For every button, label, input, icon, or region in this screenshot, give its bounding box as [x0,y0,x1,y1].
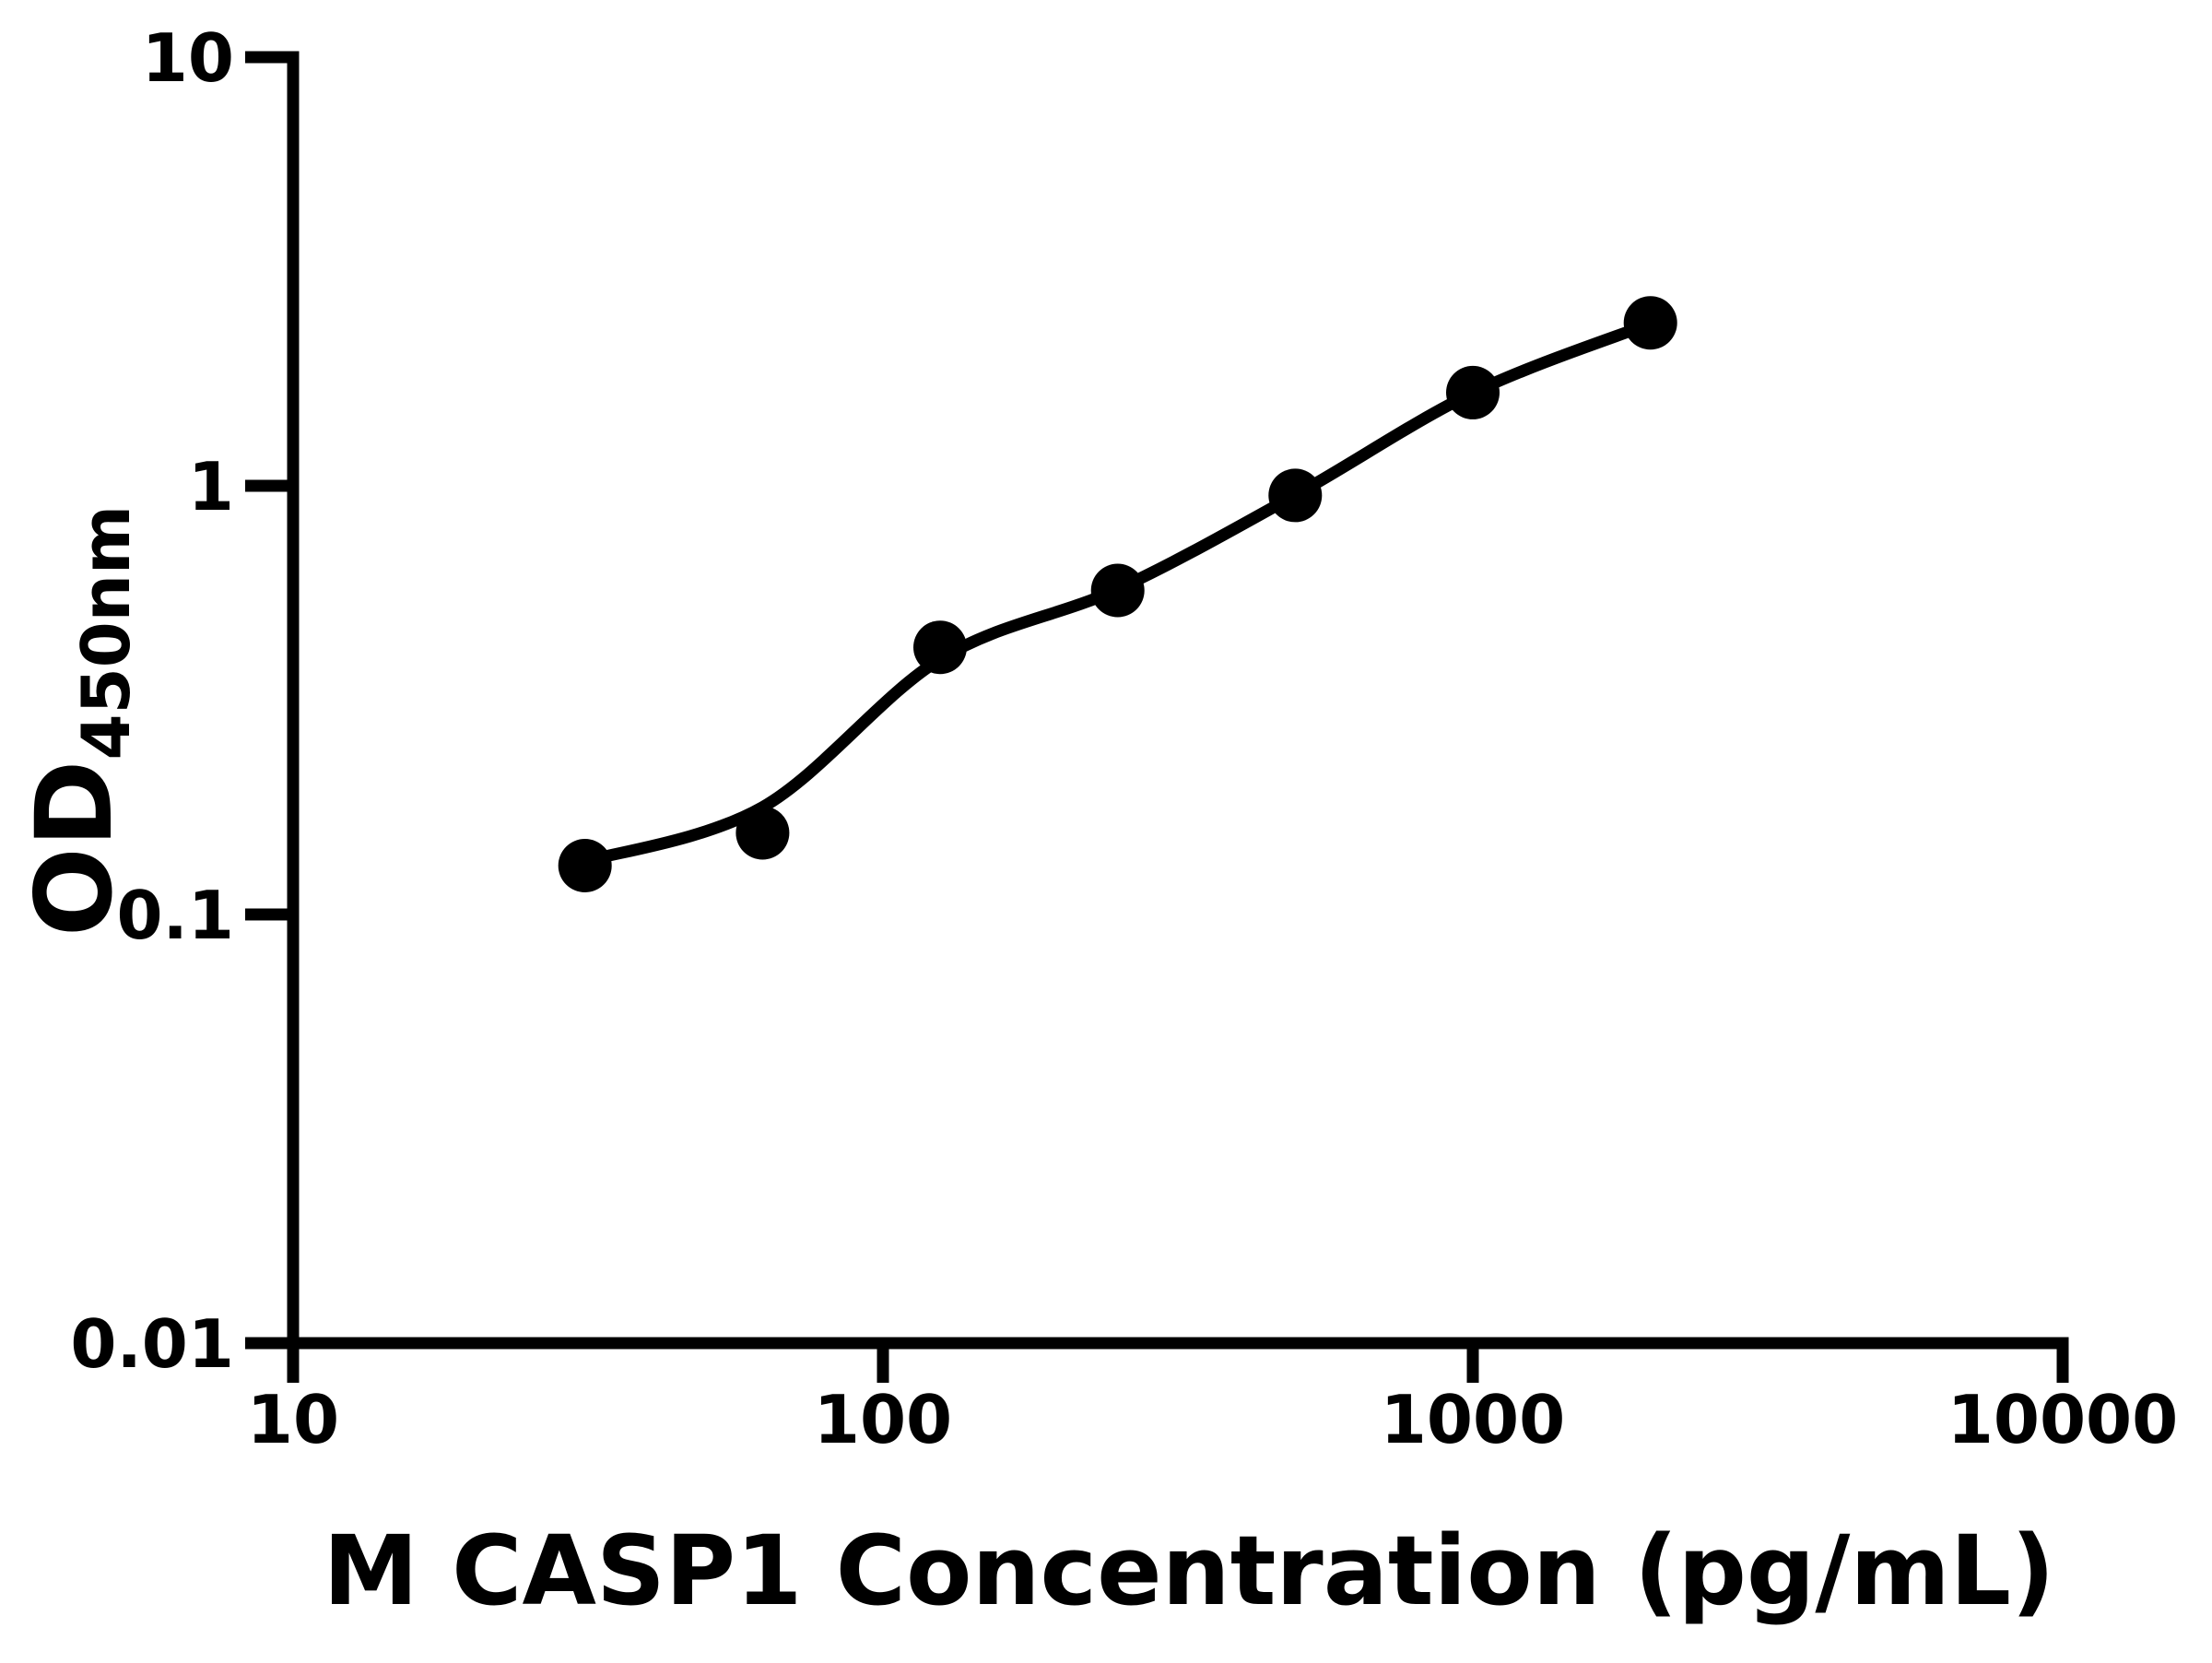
x-axis-title: M CASP1 Concentration (pg/mL) [323,1515,2054,1627]
data-point-3 [1090,563,1145,618]
data-point-1 [735,806,790,860]
y-axis-title-main: OD [13,761,135,938]
y-axis-title-subscript: 450nm [67,505,145,761]
y-tick-label-10: 10 [142,19,234,97]
x-tick-label-1000: 1000 [1381,1381,1565,1458]
data-point-6 [1623,296,1677,350]
y-tick-label-0.01: 0.01 [70,1305,234,1383]
y-tick-label-0.1: 0.1 [116,877,234,954]
y-tick-label-1: 1 [188,448,234,525]
y-axis-title: OD450nm [13,505,145,937]
data-point-0 [558,839,612,892]
data-point-4 [1268,468,1323,523]
data-point-2 [913,620,967,675]
x-tick-label-10000: 10000 [1947,1381,2179,1458]
data-point-5 [1446,365,1500,419]
x-tick-label-10: 10 [247,1381,339,1458]
x-tick-label-100: 100 [814,1381,952,1458]
